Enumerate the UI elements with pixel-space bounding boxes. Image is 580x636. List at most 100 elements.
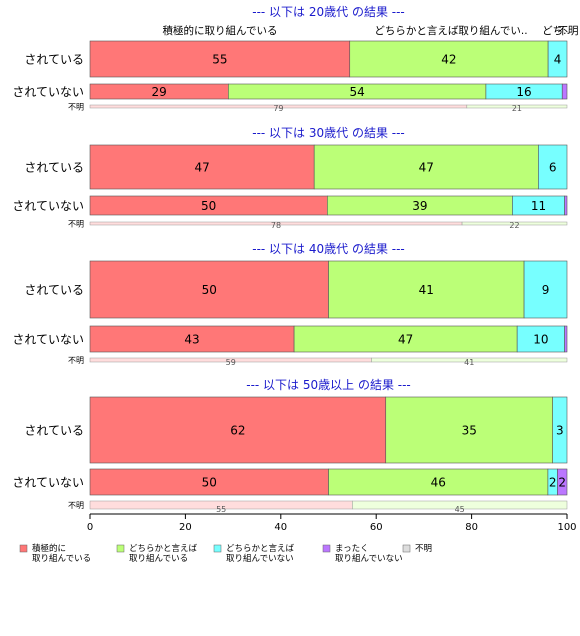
data-label: 79 — [273, 104, 283, 113]
row-label: されていない — [12, 199, 84, 213]
row-label: されていない — [12, 85, 84, 99]
top-label-3: 不明 — [558, 25, 579, 37]
legend-label: どちらかと言えば — [226, 543, 295, 554]
bar-segment — [89, 144, 315, 190]
x-tick-label: 0 — [87, 522, 93, 533]
data-label: 16 — [516, 85, 531, 99]
x-tick-label: 20 — [179, 522, 192, 533]
data-label: 9 — [542, 283, 550, 297]
data-label: 22 — [509, 221, 519, 230]
legend-swatch — [402, 544, 411, 553]
legend-label: まったく — [335, 544, 369, 554]
data-label: 6 — [549, 161, 557, 175]
x-tick-label: 100 — [557, 522, 576, 533]
data-label: 29 — [152, 85, 167, 99]
bar-segment — [461, 221, 568, 226]
data-label: 50 — [201, 199, 216, 213]
top-label-1: どちらかと言えば取り組んでい.. — [374, 24, 527, 37]
row-label: されている — [24, 283, 84, 297]
data-label: 42 — [441, 53, 456, 67]
row-label: 不明 — [68, 356, 84, 365]
bar-segment — [564, 325, 568, 353]
data-label: 59 — [226, 358, 236, 367]
bar-segment — [89, 325, 295, 353]
data-label: 21 — [512, 104, 522, 113]
bar-segment — [371, 357, 568, 363]
data-label: 54 — [349, 85, 364, 99]
data-label: 11 — [531, 199, 546, 213]
top-label-2: どち.. — [542, 25, 570, 37]
bar-segment — [523, 260, 568, 319]
data-label: 62 — [230, 424, 245, 438]
bar-segment — [557, 468, 568, 496]
bar-segment — [552, 396, 568, 464]
data-label: 50 — [202, 283, 217, 297]
data-label: 10 — [533, 333, 548, 347]
group-0: --- 以下は 20歳代 の結果 --- されている 55 42 4 されていない 29 54… — [12, 5, 568, 113]
top-label-0: 積極的に取り組んでいる — [163, 24, 278, 37]
bar-segment — [385, 396, 553, 464]
legend-swatch — [322, 544, 331, 553]
row-label: されている — [24, 53, 84, 67]
row-label: されている — [24, 424, 84, 438]
x-tick-label: 60 — [370, 522, 383, 533]
bar-segment — [89, 260, 329, 319]
bar-segment — [89, 396, 387, 464]
data-label: 41 — [464, 358, 474, 367]
group-title: --- 以下は 50歳以上 の結果 --- — [246, 378, 411, 392]
data-label: 39 — [412, 199, 427, 213]
x-tick-label: 80 — [465, 522, 478, 533]
bar-segment — [349, 40, 549, 78]
bar-segment — [313, 144, 539, 190]
legend-swatch — [19, 544, 28, 553]
bar-segment — [466, 104, 568, 109]
group-title: --- 以下は 30歳代 の結果 --- — [252, 126, 405, 140]
x-tick-label: 40 — [274, 522, 287, 533]
legend-label: 取り組んでいない — [335, 553, 403, 564]
x-axis: 0 20 40 60 80 100 — [87, 513, 577, 533]
data-label: 55 — [212, 53, 227, 67]
legend-label: 取り組んでいない — [226, 553, 294, 564]
data-label: 2 — [549, 476, 557, 490]
group-title: --- 以下は 40歳代 の結果 --- — [252, 242, 405, 256]
row-label: 不明 — [68, 103, 84, 112]
bar-segment — [293, 325, 518, 353]
data-label: 2 — [558, 476, 566, 490]
bar-segment — [352, 500, 568, 510]
data-label: 55 — [216, 505, 226, 514]
data-label: 46 — [431, 476, 446, 490]
bar-segment — [89, 468, 329, 496]
data-label: 35 — [462, 424, 477, 438]
row-label: 不明 — [68, 220, 84, 229]
group-title: --- 以下は 20歳代 の結果 --- — [252, 5, 405, 19]
data-label: 47 — [398, 333, 413, 347]
data-label: 45 — [455, 505, 465, 514]
bar-segment — [328, 260, 525, 319]
legend-label: 取り組んでいる — [129, 553, 188, 564]
legend: 積極的に取り組んでいるどちらかと言えば取り組んでいるどちらかと言えば取り組んでい… — [19, 543, 432, 564]
data-label: 78 — [271, 221, 281, 230]
bar-segment — [564, 195, 568, 216]
data-label: 47 — [419, 161, 434, 175]
row-label: 不明 — [68, 501, 84, 510]
group-1: --- 以下は 30歳代 の結果 --- されている 47 47 6 されていない 50 39… — [12, 126, 568, 230]
data-label: 50 — [202, 476, 217, 490]
data-label: 47 — [194, 161, 209, 175]
bar-segment — [547, 40, 568, 78]
legend-label: どちらかと言えば — [129, 543, 198, 554]
bar-segment — [561, 83, 568, 100]
group-3: --- 以下は 50歳以上 の結果 --- されている 62 35 3 されていない 50 4… — [12, 378, 568, 514]
bar-segment — [516, 325, 565, 353]
bar-segment — [538, 144, 568, 190]
legend-label: 取り組んでいる — [32, 553, 91, 564]
legend-label: 不明 — [415, 544, 432, 554]
top-category-labels: 積極的に取り組んでいる どちらかと言えば取り組んでい.. どち..不明 — [163, 24, 579, 37]
legend-label: 積極的に — [32, 543, 66, 554]
legend-swatch — [213, 544, 222, 553]
data-label: 3 — [556, 424, 564, 438]
data-label: 41 — [419, 283, 434, 297]
data-label: 4 — [554, 53, 562, 67]
legend-swatch — [116, 544, 125, 553]
